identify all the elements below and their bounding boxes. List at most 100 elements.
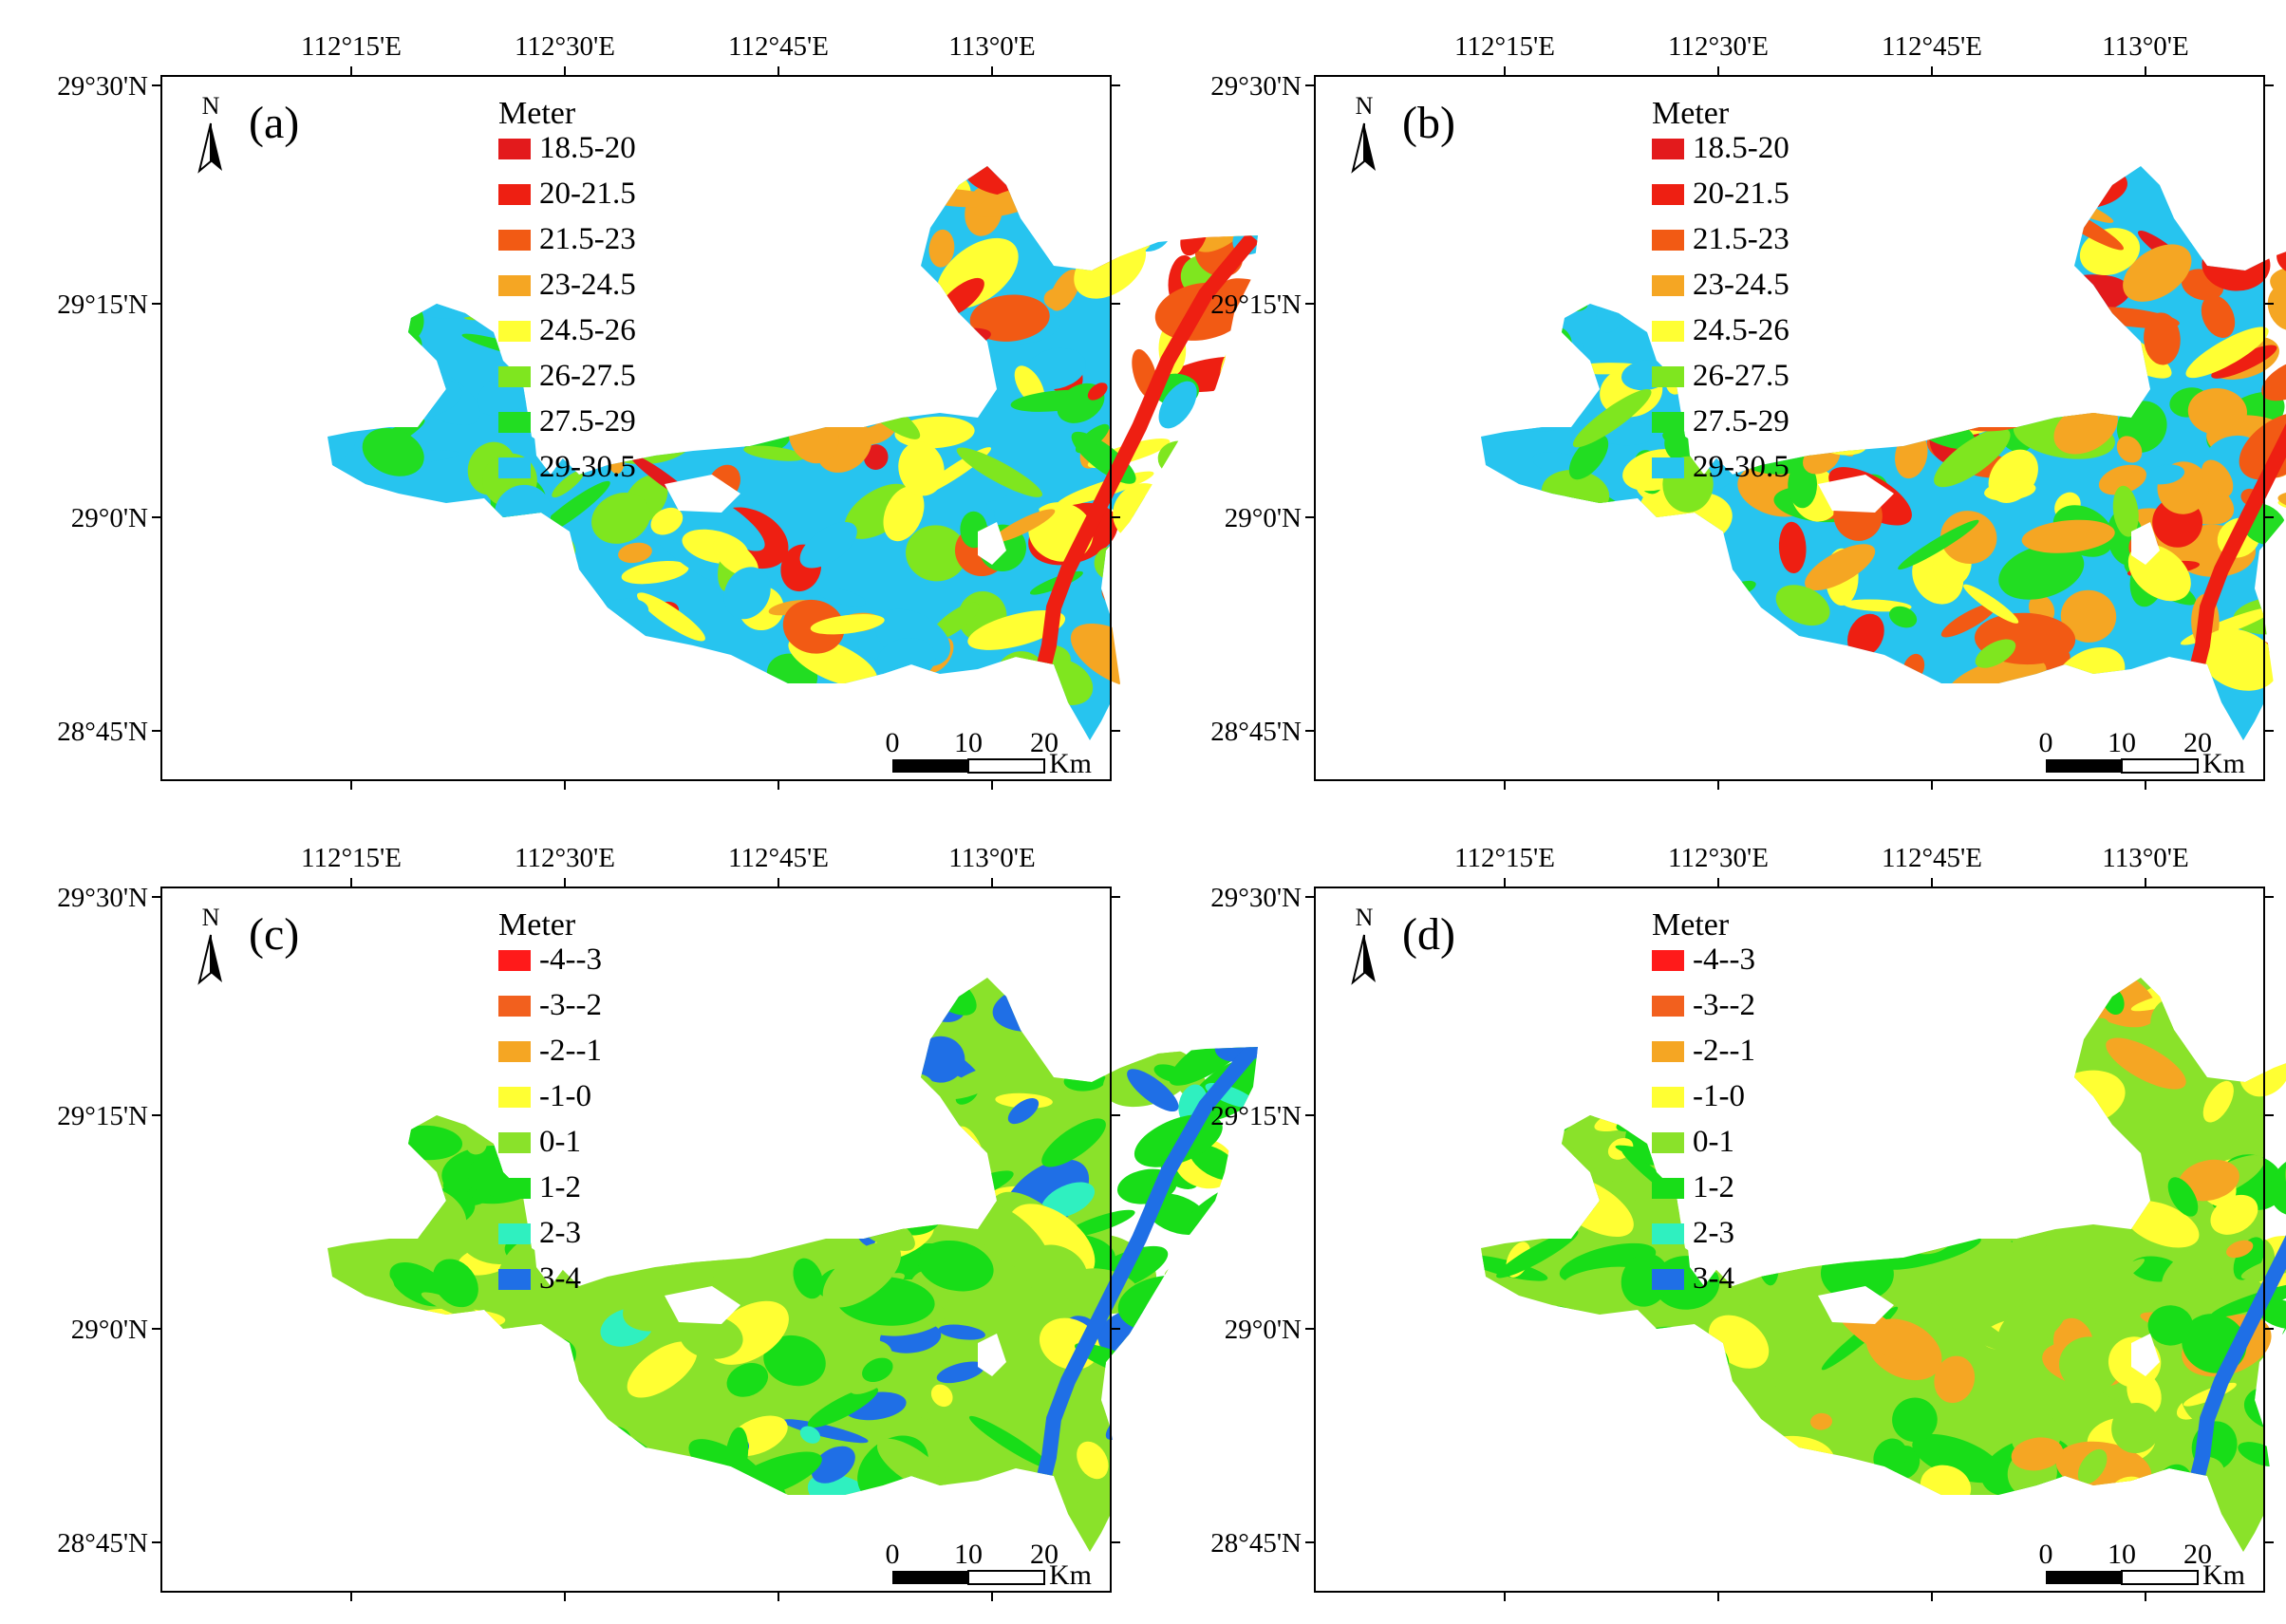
legend-swatch <box>498 1087 531 1108</box>
longitude-label: 112°45'E <box>728 31 829 62</box>
legend-swatch <box>1652 1223 1684 1244</box>
latitude-label: 29°0'N <box>1225 503 1302 533</box>
scale-tick-label: 0 <box>886 1539 900 1570</box>
longitude-label: 112°45'E <box>1882 31 1982 62</box>
legend-swatch <box>1652 412 1684 433</box>
legend-swatch <box>1652 230 1684 251</box>
legend-label: -3--2 <box>539 988 602 1022</box>
longitude-label: 112°45'E <box>1882 843 1982 873</box>
north-label: N <box>202 904 220 931</box>
lake-raster <box>1481 166 2286 740</box>
longitude-label: 112°15'E <box>1454 31 1555 62</box>
legend-swatch <box>1652 139 1684 159</box>
legend-label: -4--3 <box>1693 943 1755 977</box>
longitude-label: 112°45'E <box>728 843 829 873</box>
legend: Meter-4--3 -3--2 -2--1 -1-0 0-1 1-2 2-3 3-4 <box>498 907 602 1296</box>
longitude-label: 113°0'E <box>2102 843 2188 873</box>
longitude-label: 113°0'E <box>2102 31 2188 62</box>
map-panel-c: 112°15'E 112°30'E 112°45'E 113°0'E 29°30'N 29… <box>57 843 1258 1601</box>
legend-swatch <box>1652 1178 1684 1199</box>
latitude-label: 29°30'N <box>57 71 148 102</box>
legend-label: 29-30.5 <box>1693 450 1789 484</box>
latitude-label: 29°30'N <box>57 883 148 913</box>
legend-title: Meter <box>498 907 576 943</box>
latitude-label: 29°15'N <box>57 1101 148 1131</box>
map-frame <box>160 75 1112 781</box>
legend-swatch <box>498 1041 531 1062</box>
legend-swatch <box>498 457 531 478</box>
legend-swatch <box>498 184 531 205</box>
longitude-label: 112°30'E <box>515 31 615 62</box>
scale-tick-label: 0 <box>2039 727 2053 758</box>
panel-letter: (a) <box>249 98 299 148</box>
panel-letter: (b) <box>1402 98 1455 148</box>
longitude-label: 113°0'E <box>948 31 1035 62</box>
longitude-label: 112°30'E <box>1668 31 1769 62</box>
map-panel-b: 112°15'E 112°30'E 112°45'E 113°0'E 29°30'N 29… <box>1210 31 2286 790</box>
lake-raster <box>328 978 1258 1552</box>
legend-swatch <box>1652 457 1684 478</box>
legend-label: 0-1 <box>539 1125 581 1159</box>
legend-label: 24.5-26 <box>1693 313 1789 347</box>
legend-label: 21.5-23 <box>539 222 636 256</box>
legend-label: 3-4 <box>1693 1261 1734 1296</box>
latitude-label: 28°45'N <box>57 1528 148 1559</box>
legend-swatch <box>498 321 531 342</box>
map-frame <box>160 887 1112 1593</box>
legend-swatch <box>1652 1132 1684 1153</box>
legend-swatch <box>498 366 531 387</box>
longitude-label: 112°15'E <box>301 31 402 62</box>
north-arrow-icon: N <box>198 904 223 983</box>
legend-swatch <box>498 1178 531 1199</box>
legend-label: 20-21.5 <box>539 177 636 211</box>
legend-label: -2--1 <box>539 1034 602 1068</box>
longitude-label: 112°15'E <box>1454 843 1555 873</box>
latitude-label: 29°0'N <box>71 1315 148 1345</box>
map-panel-a: 112°15'E 112°30'E 112°45'E 113°0'E 29°30'N 29… <box>57 31 1258 790</box>
latitude-label: 28°45'N <box>1210 717 1302 747</box>
legend-swatch <box>1652 1269 1684 1290</box>
legend-swatch <box>1652 275 1684 296</box>
legend-label: 0-1 <box>1693 1125 1734 1159</box>
legend-label: 29-30.5 <box>539 450 636 484</box>
longitude-label: 113°0'E <box>948 843 1035 873</box>
scale-tick-label: 20 <box>2183 1539 2212 1570</box>
scale-tick-label: 20 <box>1030 1539 1059 1570</box>
latitude-label: 29°0'N <box>71 503 148 533</box>
panel-letter: (d) <box>1402 909 1455 960</box>
scale-tick-label: 10 <box>2108 1539 2136 1570</box>
scale-unit: Km <box>2202 1559 2245 1591</box>
north-label: N <box>202 92 220 120</box>
scale-tick-label: 20 <box>2183 727 2212 758</box>
legend-label: -4--3 <box>539 943 602 977</box>
legend-swatch <box>498 275 531 296</box>
panel-letter: (c) <box>249 909 299 960</box>
legend-swatch <box>498 230 531 251</box>
legend-label: 1-2 <box>539 1170 581 1204</box>
latitude-label: 29°30'N <box>1210 71 1302 102</box>
latitude-label: 29°15'N <box>1210 289 1302 320</box>
legend-label: 26-27.5 <box>1693 359 1789 393</box>
legend-swatch <box>1652 366 1684 387</box>
legend-label: 23-24.5 <box>1693 268 1789 302</box>
legend-swatch <box>1652 1087 1684 1108</box>
latitude-label: 28°45'N <box>1210 1528 1302 1559</box>
legend-label: -3--2 <box>1693 988 1755 1022</box>
legend-swatch <box>498 1223 531 1244</box>
legend-label: 27.5-29 <box>1693 404 1789 439</box>
map-frame <box>1314 887 2265 1593</box>
latitude-label: 29°0'N <box>1225 1315 1302 1345</box>
scale-tick-label: 10 <box>954 1539 983 1570</box>
legend-swatch <box>498 950 531 971</box>
longitude-label: 112°30'E <box>515 843 615 873</box>
legend: Meter-4--3 -3--2 -2--1 -1-0 0-1 1-2 2-3 3-4 <box>1652 907 1755 1296</box>
north-arrow-icon: N <box>198 92 223 172</box>
lake-raster <box>1481 978 2286 1552</box>
legend-label: 21.5-23 <box>1693 222 1789 256</box>
legend-label: 20-21.5 <box>1693 177 1789 211</box>
